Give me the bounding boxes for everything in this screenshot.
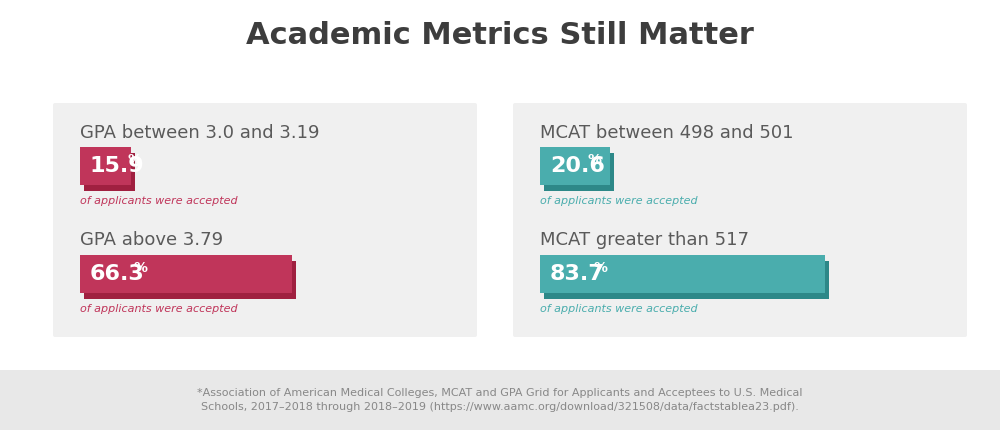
- Text: of applicants were accepted: of applicants were accepted: [540, 196, 698, 206]
- Text: %: %: [588, 153, 602, 167]
- Text: of applicants were accepted: of applicants were accepted: [80, 304, 238, 314]
- Text: 66.3: 66.3: [90, 264, 145, 284]
- FancyBboxPatch shape: [0, 370, 1000, 430]
- FancyBboxPatch shape: [540, 255, 825, 293]
- Text: 83.7: 83.7: [550, 264, 605, 284]
- Text: of applicants were accepted: of applicants were accepted: [540, 304, 698, 314]
- Text: GPA between 3.0 and 3.19: GPA between 3.0 and 3.19: [80, 124, 320, 142]
- Text: %: %: [594, 261, 608, 275]
- FancyBboxPatch shape: [84, 153, 135, 191]
- FancyBboxPatch shape: [544, 261, 829, 299]
- FancyBboxPatch shape: [540, 147, 610, 185]
- FancyBboxPatch shape: [80, 147, 131, 185]
- Text: %: %: [128, 153, 142, 167]
- Text: *Association of American Medical Colleges, MCAT and GPA Grid for Applicants and : *Association of American Medical College…: [197, 387, 803, 412]
- FancyBboxPatch shape: [53, 103, 477, 337]
- Text: of applicants were accepted: of applicants were accepted: [80, 196, 238, 206]
- Text: 15.9: 15.9: [90, 156, 145, 176]
- Text: MCAT between 498 and 501: MCAT between 498 and 501: [540, 124, 794, 142]
- FancyBboxPatch shape: [513, 103, 967, 337]
- Text: %: %: [134, 261, 148, 275]
- Text: Academic Metrics Still Matter: Academic Metrics Still Matter: [246, 21, 754, 49]
- Text: MCAT greater than 517: MCAT greater than 517: [540, 231, 749, 249]
- FancyBboxPatch shape: [84, 261, 296, 299]
- Text: 20.6: 20.6: [550, 156, 605, 176]
- Text: GPA above 3.79: GPA above 3.79: [80, 231, 223, 249]
- FancyBboxPatch shape: [544, 153, 614, 191]
- FancyBboxPatch shape: [80, 255, 292, 293]
